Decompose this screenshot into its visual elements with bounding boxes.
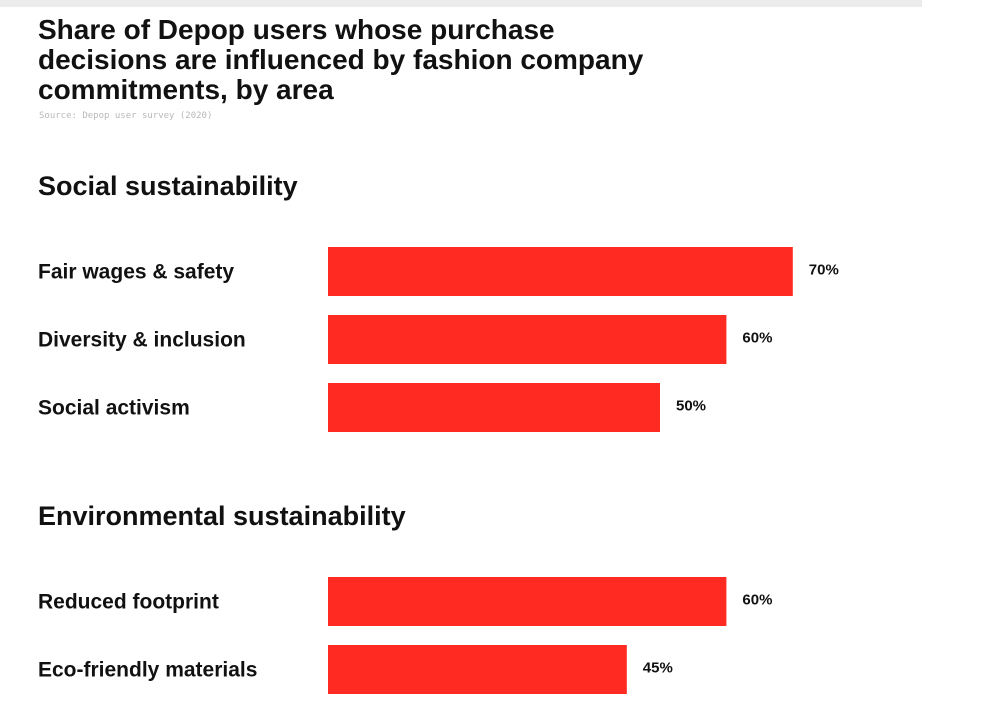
value-label: 50%	[676, 398, 706, 415]
bar	[328, 315, 727, 364]
category-label: Eco-friendly materials	[38, 659, 257, 682]
bar	[328, 645, 627, 694]
group-title-environmental: Environmental sustainability	[38, 501, 406, 531]
bar	[328, 383, 660, 432]
category-label: Fair wages & safety	[38, 261, 234, 284]
value-label: 70%	[809, 262, 839, 279]
top-divider	[0, 0, 922, 7]
value-label: 60%	[742, 330, 772, 347]
value-label: 45%	[643, 660, 673, 677]
category-label: Social activism	[38, 397, 190, 420]
source-note: Source: Depop user survey (2020)	[39, 111, 213, 121]
category-label: Diversity & inclusion	[38, 329, 246, 352]
chart-title: Share of Depop users whose purchase deci…	[38, 14, 644, 105]
group-title-social: Social sustainability	[38, 171, 298, 201]
value-label: 60%	[742, 592, 772, 609]
category-label: Reduced footprint	[38, 591, 219, 614]
bar	[328, 577, 727, 626]
bar	[328, 247, 793, 296]
